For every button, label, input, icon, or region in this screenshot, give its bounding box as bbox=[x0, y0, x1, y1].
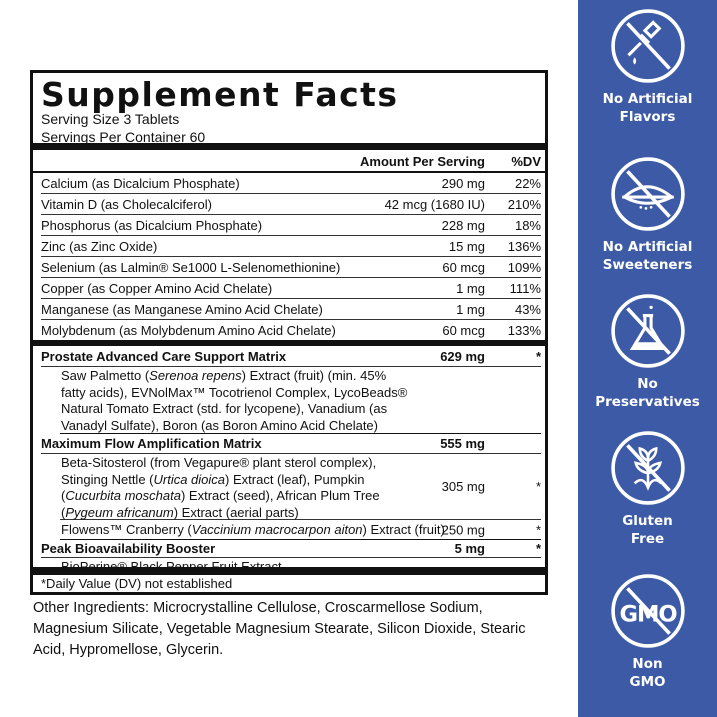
nutrient-dv: 136% bbox=[507, 239, 541, 254]
supplement-facts-panel: Supplement Facts Serving Size 3 Tablets … bbox=[30, 70, 548, 595]
gmo-crossed-icon: GMO bbox=[610, 574, 685, 648]
other-ingredients: Other Ingredients: Microcrystalline Cell… bbox=[33, 600, 526, 658]
blend-amount: 629 mg bbox=[440, 349, 485, 364]
nutrient-row: Phosphorus (as Dicalcium Phosphate) 228 m… bbox=[41, 215, 541, 236]
blend-flow: Maximum Flow Amplification Matrix 555 mg bbox=[41, 434, 541, 454]
nutrient-amount: 60 mcg bbox=[442, 323, 485, 338]
badge-sugar-leaf: No Artificial Sweeteners bbox=[578, 156, 717, 274]
nutrient-dv: 111% bbox=[509, 281, 541, 296]
nutrient-row: Vitamin D (as Cholecalciferol) 42 mcg (16… bbox=[41, 194, 541, 215]
serving-size: Serving Size 3 Tablets bbox=[41, 111, 180, 127]
nutrient-dv: 210% bbox=[507, 197, 541, 212]
blend-name: Maximum Flow Amplification Matrix bbox=[41, 436, 262, 451]
column-header: Amount Per Serving %DV bbox=[41, 151, 541, 172]
divider bbox=[33, 171, 545, 173]
nutrient-row: Copper (as Copper Amino Acid Chelate) 1 m… bbox=[41, 278, 541, 299]
nutrient-amount: 42 mcg (1680 IU) bbox=[384, 197, 485, 212]
blend-sub-ingredient: Flowens™ Cranberry (Vaccinium macrocarpo… bbox=[60, 520, 541, 540]
panel-title: Supplement Facts bbox=[41, 75, 399, 114]
blend-dv: * bbox=[535, 349, 541, 364]
dv-header: %DV bbox=[511, 154, 541, 169]
blend-sub-ingredient: Beta-Sitosterol (from Vegapure® plant st… bbox=[60, 455, 541, 520]
badge-flask: No Preservatives bbox=[578, 293, 717, 411]
nutrient-row: Zinc (as Zinc Oxide) 15 mg 136% bbox=[41, 236, 541, 257]
nutrient-name: Vitamin D (as Cholecalciferol) bbox=[41, 197, 212, 212]
blend-peak: Peak Bioavailability Booster 5 mg * bbox=[41, 540, 541, 558]
nutrient-row: Molybdenum (as Molybdenum Amino Acid Che… bbox=[41, 320, 541, 341]
blend-name: Prostate Advanced Care Support Matrix bbox=[41, 349, 287, 364]
amount-header: Amount Per Serving bbox=[360, 154, 485, 169]
divider-thick bbox=[33, 143, 545, 150]
nutrient-name: Copper (as Copper Amino Acid Chelate) bbox=[41, 281, 273, 296]
nutrient-dv: 43% bbox=[514, 302, 541, 317]
nutrient-dv: 109% bbox=[507, 260, 541, 275]
blend-name: Peak Bioavailability Booster bbox=[41, 541, 216, 556]
badge-wheat: Gluten Free bbox=[578, 430, 717, 548]
nutrient-name: Selenium (as Lalmin® Se1000 L-Selenometh… bbox=[41, 260, 341, 275]
nutrient-dv: 18% bbox=[514, 218, 541, 233]
nutrient-amount: 1 mg bbox=[456, 302, 485, 317]
badge-gmo: GMO Non GMO bbox=[578, 573, 717, 691]
divider-thick bbox=[33, 567, 545, 575]
nutrient-name: Manganese (as Manganese Amino Acid Chela… bbox=[41, 302, 323, 317]
badge-label: Non GMO bbox=[629, 656, 666, 690]
nutrient-dv: 22% bbox=[514, 176, 541, 191]
nutrient-name: Molybdenum (as Molybdenum Amino Acid Che… bbox=[41, 323, 336, 338]
flask-crossed-icon bbox=[610, 294, 685, 368]
nutrient-name: Zinc (as Zinc Oxide) bbox=[41, 239, 158, 254]
blend-amount: 555 mg bbox=[440, 436, 485, 451]
nutrient-row: Manganese (as Manganese Amino Acid Chela… bbox=[41, 299, 541, 320]
wheat-crossed-icon bbox=[610, 431, 685, 505]
blend-dv: * bbox=[535, 541, 541, 556]
nutrient-row: Selenium (as Lalmin® Se1000 L-Selenometh… bbox=[41, 257, 541, 278]
sugar-leaf-crossed-icon bbox=[610, 157, 685, 231]
badge-label: No Preservatives bbox=[595, 376, 700, 410]
servings-per-container: Servings Per Container 60 bbox=[41, 129, 206, 145]
nutrient-amount: 290 mg bbox=[441, 176, 485, 191]
badge-label: No Artificial Flavors bbox=[602, 91, 693, 125]
divider-thick bbox=[33, 340, 545, 346]
nutrient-amount: 15 mg bbox=[448, 239, 485, 254]
nutrient-amount: 228 mg bbox=[441, 218, 485, 233]
nutrient-row: Calcium (as Dicalcium Phosphate) 290 mg 22… bbox=[41, 173, 541, 194]
blend-prostate: Prostate Advanced Care Support Matrix 62… bbox=[41, 346, 541, 367]
nutrient-name: Calcium (as Dicalcium Phosphate) bbox=[41, 176, 240, 191]
dropper-crossed-icon bbox=[610, 9, 685, 83]
blend-ingredients: Saw Palmetto (Serenoa repens) Extract (f… bbox=[60, 367, 541, 434]
claims-sidebar: No Artificial Flavors No Artificial Sweeten… bbox=[578, 0, 717, 717]
svg-text:GMO: GMO bbox=[619, 601, 677, 627]
footnote: *Daily Value (DV) not established bbox=[41, 576, 233, 591]
badge-label: No Artificial Sweeteners bbox=[602, 239, 693, 273]
nutrient-amount: 1 mg bbox=[456, 281, 485, 296]
badge-dropper: No Artificial Flavors bbox=[578, 8, 717, 126]
nutrient-name: Phosphorus (as Dicalcium Phosphate) bbox=[41, 218, 263, 233]
blend-amount: 5 mg bbox=[454, 541, 485, 556]
nutrient-dv: 133% bbox=[507, 323, 541, 338]
badge-label: Gluten Free bbox=[622, 513, 673, 547]
nutrient-amount: 60 mcg bbox=[442, 260, 485, 275]
